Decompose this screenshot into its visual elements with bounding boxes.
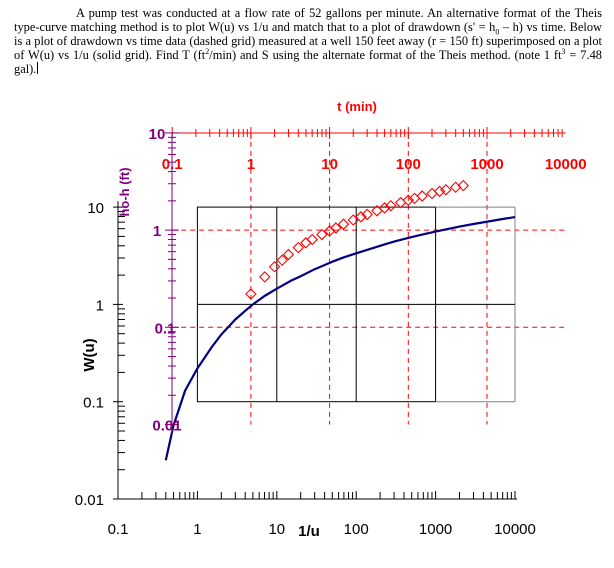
problem-statement: A pump test was conducted at a flow rate… — [14, 6, 602, 76]
wu-axis-tick-label: 0.01 — [75, 492, 104, 509]
inverse-u-axis: 0.1 1 10 100 1000 10000 — [108, 491, 536, 538]
drawdown-axis: 0.01 0.1 1 10 — [149, 126, 182, 435]
data-point — [361, 208, 373, 221]
data-point — [330, 222, 342, 234]
data-point — [276, 254, 288, 266]
dashed-grid — [172, 132, 566, 425]
problem-text-3: /min) and S using the alternate format o… — [209, 48, 562, 62]
drawdown-axis-tick-label: 10 — [149, 126, 166, 143]
data-point — [316, 228, 328, 241]
text-cursor — [37, 62, 39, 74]
data-point — [385, 199, 397, 212]
data-point — [347, 214, 360, 226]
data-point — [258, 271, 271, 283]
inverse-u-axis-tick-label: 1 — [193, 521, 201, 538]
drawdown-axis-title: ho-h (ft) — [117, 167, 132, 216]
data-point — [268, 260, 281, 273]
inverse-u-axis-tick-label: 0.1 — [108, 521, 129, 538]
data-point — [402, 194, 415, 206]
type-curve-line — [164, 216, 516, 461]
data-point — [457, 179, 470, 192]
data-point — [337, 218, 350, 230]
axis-titles: t (min) ho-h (ft) W(u) 1/u — [81, 99, 377, 540]
wu-axis-title: W(u) — [81, 338, 98, 371]
data-point — [292, 241, 305, 254]
data-point — [323, 225, 336, 237]
problem-text-4: = 7.48 gal). — [14, 48, 602, 76]
inverse-u-axis-tick-label: 100 — [344, 521, 369, 538]
data-point — [245, 288, 257, 300]
problem-subscript-0: 0 — [495, 27, 500, 37]
drawdown-axis-tick-label: 0.1 — [155, 320, 176, 337]
inverse-u-axis-tick-label: 1000 — [419, 521, 452, 538]
data-point — [282, 248, 295, 261]
data-point — [306, 233, 318, 246]
drawdown-axis-tick-label: 0.01 — [152, 418, 181, 435]
type-curve — [164, 216, 516, 461]
data-point — [416, 190, 428, 202]
data-point — [378, 202, 391, 214]
wu-axis-tick-label: 0.1 — [83, 395, 104, 412]
time-axis-tick-label: 10 — [321, 156, 338, 173]
time-axis: 0.1 1 10 100 1000 10000 — [162, 127, 587, 173]
wu-axis-tick-label: 1 — [96, 297, 104, 314]
time-axis-tick-label: 100 — [396, 156, 421, 173]
inverse-u-axis-title: 1/u — [298, 523, 320, 540]
wu-axis: 0.01 0.1 1 10 — [75, 200, 125, 509]
solid-grid — [196, 206, 516, 403]
data-point — [433, 185, 446, 198]
problem-text-1: A pump test was conducted at a flow rate… — [14, 6, 602, 34]
drawdown-axis-tick-label: 1 — [153, 223, 161, 240]
wu-axis-tick-label: 10 — [87, 200, 104, 217]
time-axis-title: t (min) — [337, 99, 377, 114]
time-axis-tick-label: 10000 — [545, 156, 587, 173]
time-axis-tick-label: 1000 — [470, 156, 503, 173]
inverse-u-axis-tick-label: 10000 — [494, 521, 536, 538]
drawdown-data-points — [245, 179, 470, 300]
problem-text-2: – h) vs time. Below is a plot of drawdow… — [14, 20, 602, 62]
data-point — [355, 211, 367, 223]
problem-superscript-3: 3 — [561, 46, 566, 56]
time-axis-tick-label: 1 — [247, 156, 255, 173]
problem-superscript-2: 2 — [205, 46, 210, 56]
data-point — [440, 183, 452, 196]
inverse-u-axis-tick-label: 10 — [268, 521, 285, 538]
